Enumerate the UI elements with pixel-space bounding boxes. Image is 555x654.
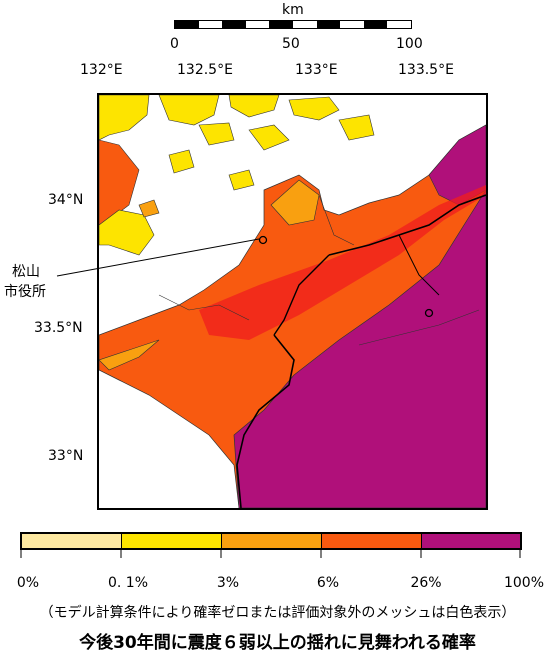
legend-seg-1: [122, 534, 222, 548]
legend-label-0: 0%: [16, 575, 40, 591]
lat-label-33-5: 33.5°N: [34, 320, 83, 336]
legend-seg-2: [222, 534, 322, 548]
legend-color-bar: [20, 532, 522, 550]
legend-seg-4: [422, 534, 520, 548]
lat-label-33: 33°N: [48, 448, 84, 464]
scale-tick-100: 100: [396, 36, 423, 52]
map-note: （モデル計算条件により確率ゼロまたは評価対象外のメッシュは白色表示）: [39, 605, 516, 621]
land-bright-red: [199, 185, 486, 340]
map-caption: 今後30年間に震度６弱以上の揺れに見舞われる確率: [79, 633, 476, 653]
matsuyama-marker: [258, 235, 268, 245]
map-svg: [99, 95, 486, 508]
legend-label-1: 0. 1%: [107, 575, 149, 591]
lon-label-133: 133°E: [295, 62, 338, 78]
land-orange: [270, 179, 320, 226]
scale-unit: km: [282, 2, 304, 18]
scale-bar: km 0 50 100: [170, 0, 423, 55]
scale-bar-strip: [174, 20, 412, 29]
legend-label-4: 26%: [410, 575, 442, 591]
kochi-marker: [424, 308, 434, 318]
lon-label-133-5: 133.5°E: [398, 62, 454, 78]
legend-ticks: [20, 548, 521, 558]
legend-seg-3: [322, 534, 422, 548]
legend-label-5: 100%: [503, 575, 545, 591]
scale-tick-0: 0: [170, 36, 179, 52]
legend-seg-0: [22, 534, 122, 548]
lat-label-34: 34°N: [48, 192, 84, 208]
scale-tick-50: 50: [282, 36, 300, 52]
land-purple: [233, 189, 486, 508]
city-label-line2: 市役所: [4, 284, 46, 300]
legend-label-2: 3%: [216, 575, 240, 591]
lon-label-132: 132°E: [80, 62, 123, 78]
lon-label-132-5: 132.5°E: [177, 62, 233, 78]
legend-label-3: 6%: [316, 575, 340, 591]
city-label-line1: 松山: [12, 264, 40, 280]
hazard-map: [97, 93, 488, 510]
island-region-nw: [99, 95, 150, 141]
